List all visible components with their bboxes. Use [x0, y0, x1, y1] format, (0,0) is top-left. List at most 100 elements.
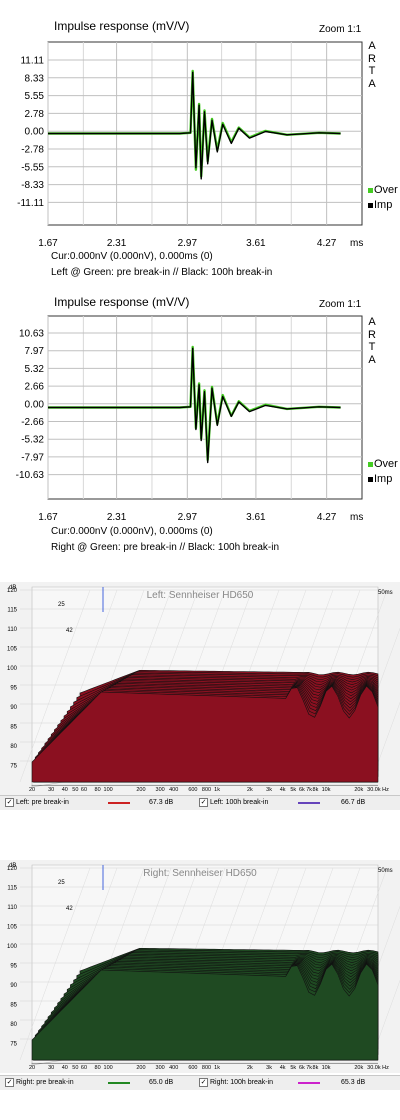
- impulse-plot-area[interactable]: 1.67 2.31 2.97 3.61 4.27 ms 10.63 7.97 5.32 2.66 0…: [0, 287, 400, 572]
- legend-checkbox[interactable]: ✓: [5, 798, 14, 807]
- x-tick-label: 400: [169, 1065, 178, 1071]
- legend-swatch: [108, 1082, 130, 1084]
- x-tick-label: 60: [81, 1065, 87, 1071]
- y-tick-label: 85: [10, 1003, 17, 1009]
- depth-tick-label: 25: [58, 602, 65, 608]
- x-tick-label: 30: [48, 787, 54, 793]
- cursor-readout: Cur:0.000nV (0.000nV), 0.000ms (0): [51, 526, 213, 537]
- legend-label: Right: pre break-in: [16, 1079, 74, 1086]
- x-tick-label: 60: [81, 787, 87, 793]
- x-tick-label: 30.0k Hz: [367, 787, 389, 793]
- logo-letter: T: [368, 341, 376, 353]
- waterfall-panel-left: Left: Sennheiser HD650 50ms dB 120 115 110 105…: [0, 582, 400, 810]
- x-tick-label: 800: [202, 787, 211, 793]
- waterfall-grid: [370, 701, 400, 783]
- y-tick-label: 75: [10, 764, 17, 770]
- x-tick-label: 40: [62, 787, 68, 793]
- x-tick-label: 6k: [299, 787, 305, 793]
- y-tick-label: 75: [10, 1042, 17, 1048]
- legend-value: 65.3 dB: [341, 1079, 366, 1086]
- x-tick-label: 2k: [247, 1065, 253, 1071]
- y-tick-label: -10.63: [16, 470, 45, 481]
- series-line-imp: [48, 71, 341, 180]
- x-tick-label: 100: [104, 787, 113, 793]
- x-tick-label: 6k: [299, 1065, 305, 1071]
- x-tick-label: 4.27: [317, 238, 337, 249]
- zoom-label[interactable]: Zoom 1:1: [319, 24, 362, 35]
- x-tick-label: 1.67: [38, 238, 58, 249]
- x-tick-label: 30.0k Hz: [367, 1065, 389, 1071]
- x-tick-label: 600: [188, 787, 197, 793]
- waterfall-legend-bar: ✓ Left: pre break-in 67.3 dB ✓ Left: 100…: [0, 795, 400, 810]
- impulse-panel-right: Impulse response (mV/V) Zoom 1:1 A R T A…: [0, 287, 400, 572]
- arta-logo: A R T A: [367, 40, 377, 90]
- legend-value: 67.3 dB: [149, 799, 174, 806]
- y-tick-label: -8.33: [21, 180, 44, 191]
- x-tick-label: 300: [156, 1065, 165, 1071]
- x-tick-label: 2k: [247, 787, 253, 793]
- x-tick-label: 800: [202, 1065, 211, 1071]
- y-tick-label: 11.11: [20, 56, 44, 67]
- x-tick-label: 8k: [313, 787, 319, 793]
- y-tick-label: 110: [7, 905, 17, 911]
- y-tick-label: 100: [7, 666, 18, 672]
- logo-letter: T: [368, 65, 376, 77]
- legend-value: 65.0 dB: [149, 1079, 174, 1086]
- zoom-label[interactable]: Zoom 1:1: [319, 299, 362, 310]
- x-tick-label: 600: [188, 1065, 197, 1071]
- y-tick-label: 105: [7, 647, 18, 653]
- x-tick-label: 80: [95, 787, 101, 793]
- legend-swatch: [298, 1082, 320, 1084]
- legend-value: 66.7 dB: [341, 799, 366, 806]
- legend-checkbox[interactable]: ✓: [199, 1078, 208, 1087]
- x-tick-label: 40: [62, 1065, 68, 1071]
- x-tick-label: 50: [72, 787, 78, 793]
- depth-tick-label: 25: [58, 880, 65, 886]
- x-tick-label: 2.31: [107, 512, 127, 523]
- y-tick-label: -2.66: [21, 417, 44, 428]
- y-tick-label: 2.66: [25, 382, 45, 393]
- y-tick-label: 5.32: [25, 364, 45, 375]
- x-tick-label: 20: [29, 787, 35, 793]
- waterfall-grid: [370, 979, 400, 1061]
- x-tick-label: 30: [48, 1065, 54, 1071]
- y-tick-label: 0.00: [25, 399, 45, 410]
- legend-label: Left: 100h break-in: [210, 799, 269, 806]
- y-tick-label: 85: [10, 725, 17, 731]
- logo-letter: R: [368, 52, 376, 65]
- legend-marker: [368, 462, 373, 467]
- x-tick-label: 100: [104, 1065, 113, 1071]
- y-tick-label: 8.33: [25, 73, 45, 84]
- chart-caption: Left @ Green: pre break-in // Black: 100…: [51, 267, 273, 278]
- x-tick-label: 3k: [266, 787, 272, 793]
- x-tick-label: 20: [29, 1065, 35, 1071]
- y-tick-label: 115: [7, 886, 17, 892]
- legend-checkbox[interactable]: ✓: [199, 798, 208, 807]
- legend-label: Imp: [374, 199, 392, 211]
- y-tick-label: -5.32: [21, 435, 44, 446]
- x-tick-label: 200: [136, 1065, 145, 1071]
- y-tick-label: 5.55: [25, 91, 45, 102]
- logo-letter: A: [368, 40, 376, 52]
- waterfall-panel-right: Right: Sennheiser HD650 50ms dB 120 115 110 10…: [0, 860, 400, 1090]
- y-axis-label: dB: [9, 863, 16, 869]
- x-tick-label: 200: [136, 787, 145, 793]
- depth-tick-label: 42: [66, 628, 73, 634]
- x-unit-label: ms: [350, 512, 363, 523]
- y-tick-label: 2.78: [25, 109, 45, 120]
- legend-marker: [368, 477, 373, 482]
- legend-checkbox[interactable]: ✓: [5, 1078, 14, 1087]
- chart-caption: Right @ Green: pre break-in // Black: 10…: [51, 542, 280, 553]
- x-tick-label: 7k: [306, 1065, 312, 1071]
- x-tick-label: 3k: [266, 1065, 272, 1071]
- y-tick-label: 100: [7, 944, 18, 950]
- x-tick-label: 1.67: [38, 512, 58, 523]
- x-tick-label: 2.97: [178, 238, 198, 249]
- y-tick-label: 115: [7, 608, 17, 614]
- impulse-plot-area[interactable]: 1.67 2.31 2.97 3.61 4.27 ms 11.11 8.33 5.55 2.78 0…: [0, 0, 400, 285]
- y-tick-label: 110: [7, 627, 17, 633]
- waterfall-grid: [19, 589, 91, 783]
- y-tick-label: 95: [10, 686, 17, 692]
